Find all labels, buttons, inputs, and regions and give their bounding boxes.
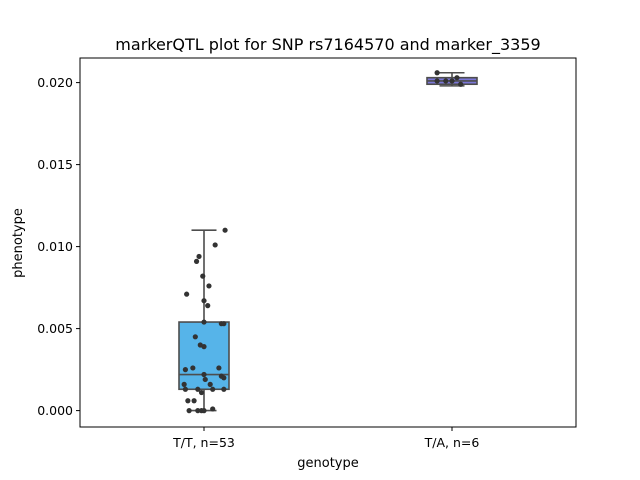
y-tick-label: 0.010 [37,239,73,254]
chart-title: markerQTL plot for SNP rs7164570 and mar… [115,35,540,55]
y-tick-label: 0.020 [37,75,73,90]
data-point [221,386,227,392]
y-tick-label: 0.015 [37,157,73,172]
data-point [205,303,211,309]
data-point [458,81,464,87]
y-axis: 0.000 0.005 0.010 0.015 0.020 [37,75,80,418]
data-point [210,386,216,392]
y-tick-label: 0.005 [37,321,73,336]
data-point [449,78,455,84]
data-point [201,319,207,325]
data-point [454,75,460,81]
data-point [182,386,188,392]
data-point [195,386,201,392]
data-point [222,227,228,233]
data-point [221,321,227,327]
x-tick-label: T/T, n=53 [172,435,235,450]
data-point [216,365,222,371]
data-point [202,376,208,383]
data-point [192,334,198,340]
data-point [201,344,207,350]
y-axis-label: phenotype [11,208,26,278]
data-point [221,375,227,381]
y-tick-label: 0.000 [37,403,73,418]
data-point [434,70,440,76]
data-point [195,408,201,414]
data-point [201,408,207,414]
data-point [210,406,216,412]
data-point [434,78,440,84]
data-point [193,258,200,264]
data-point [191,398,197,404]
x-tick-label: T/A, n=6 [424,435,480,450]
data-point [196,253,202,260]
data-point [206,283,212,289]
axes-frame [79,57,577,428]
data-point [186,408,192,414]
data-point [190,365,196,371]
data-point [212,242,218,248]
data-point [198,389,205,396]
data-point [200,273,206,279]
data-point [184,291,190,297]
x-axis-label: genotype [297,456,358,471]
x-axis: T/T, n=53 T/A, n=6 [172,427,479,450]
data-point [182,367,188,373]
data-point [201,371,207,378]
data-point [201,298,207,304]
plot-area [178,70,478,414]
data-point [207,381,213,387]
data-point [443,78,449,84]
data-point [181,381,187,387]
data-point [185,398,191,404]
